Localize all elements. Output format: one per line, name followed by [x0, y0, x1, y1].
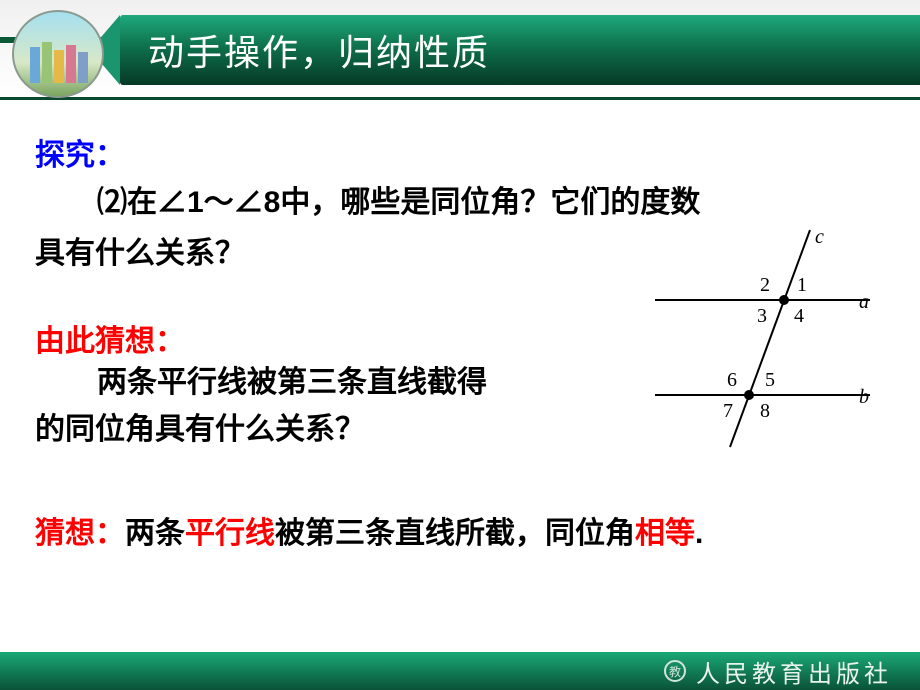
angle-6: 6	[727, 369, 737, 391]
conj-mid: 被第三条直线所截，同位角	[275, 517, 635, 550]
angle-3: 3	[757, 305, 767, 327]
label-a: a	[859, 291, 869, 313]
angle-8: 8	[760, 400, 770, 422]
angle-4: 4	[794, 305, 804, 327]
publisher-seal-icon: 教	[664, 660, 686, 682]
label-b: b	[859, 386, 869, 408]
explore-heading: 探究：	[35, 130, 890, 174]
angle-7: 7	[723, 400, 733, 422]
logo-bars	[28, 42, 92, 87]
label-c: c	[815, 226, 824, 248]
question-line1: ⑵在∠1～∠8中，哪些是同位角？它们的度数	[35, 180, 890, 225]
slide-header: 动手操作，归纳性质	[0, 0, 920, 100]
publisher-name: 人民教育出版社	[696, 654, 892, 689]
slide-title: 动手操作，归纳性质	[148, 24, 490, 76]
angle-5: 5	[765, 369, 775, 391]
explore-label: 探究	[35, 139, 95, 172]
title-bar: 动手操作，归纳性质	[120, 15, 920, 85]
hypothesis-line2: 的同位角具有什么关系？	[35, 407, 595, 454]
angle-2: 2	[760, 274, 770, 296]
angle-1: 1	[797, 274, 807, 296]
geometry-diagram: c a b 1 2 3 4 5 6 7 8	[645, 225, 880, 460]
slide-footer: 教 人民教育出版社	[0, 652, 920, 690]
conj-end: .	[695, 517, 703, 550]
conj-k2: 相等	[635, 517, 695, 550]
logo-badge	[12, 10, 104, 98]
explore-colon: ：	[95, 139, 125, 172]
conj-pre: 两条	[125, 517, 185, 550]
conj-k1: 平行线	[185, 517, 275, 550]
conjecture-label: 猜想：	[35, 517, 125, 550]
hypothesis-line1: 两条平行线被第三条直线截得	[35, 360, 595, 407]
conjecture-line: 猜想：两条平行线被第三条直线所截，同位角相等.	[35, 508, 890, 552]
